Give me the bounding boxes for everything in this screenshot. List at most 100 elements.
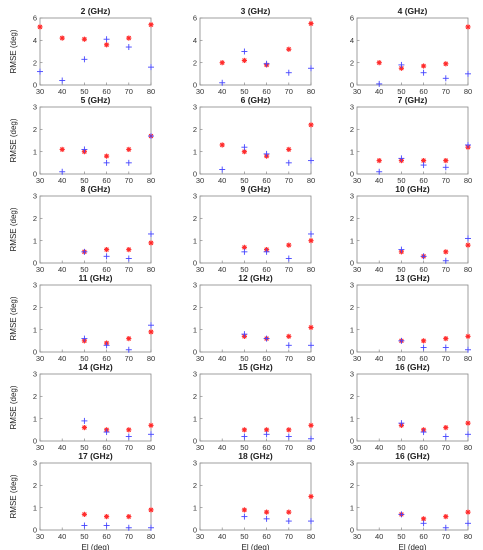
y-tick-label: 0 bbox=[350, 170, 354, 179]
subplot-16: 17 (GHz) 0 1 2 3 30 40 50 60 70 80 RMSE (deg) El (de… bbox=[9, 451, 155, 550]
data-point-plus bbox=[148, 230, 154, 237]
data-point-asterisk bbox=[308, 20, 314, 27]
y-tick-label: 3 bbox=[193, 103, 197, 112]
data-point-plus bbox=[81, 248, 88, 255]
plot-area bbox=[199, 17, 312, 86]
subplot-4: 5 (GHz) 0 1 2 3 30 40 50 60 70 80 RMSE (deg) bbox=[9, 95, 155, 185]
x-tick-label: 70 bbox=[125, 532, 133, 541]
y-tick-label: 0 bbox=[350, 81, 354, 90]
data-point-asterisk bbox=[241, 57, 247, 64]
plot-area bbox=[39, 462, 152, 531]
plot-area bbox=[39, 106, 152, 175]
x-tick-label: 70 bbox=[285, 354, 293, 363]
y-tick-label: 0 bbox=[350, 526, 354, 535]
data-point-asterisk bbox=[126, 146, 132, 153]
subplot-title: 13 (GHz) bbox=[395, 273, 430, 283]
x-tick-label: 60 bbox=[419, 265, 427, 274]
data-point-asterisk bbox=[421, 63, 427, 69]
x-tick-label: 40 bbox=[375, 265, 383, 274]
y-tick-label: 3 bbox=[350, 370, 354, 379]
x-tick-label: 40 bbox=[58, 87, 66, 96]
data-point-plus bbox=[308, 342, 314, 349]
data-point-asterisk bbox=[443, 249, 449, 255]
y-tick-label: 6 bbox=[193, 14, 197, 23]
x-tick-label: 30 bbox=[353, 443, 361, 452]
data-point-plus bbox=[285, 433, 292, 440]
x-tick-label: 30 bbox=[353, 265, 361, 274]
data-point-plus bbox=[81, 146, 88, 153]
x-tick-label: 70 bbox=[125, 87, 133, 96]
y-tick-label: 3 bbox=[33, 459, 37, 468]
data-point-plus bbox=[442, 257, 449, 264]
data-point-asterisk bbox=[286, 242, 292, 248]
data-point-asterisk bbox=[126, 336, 132, 342]
data-point-plus bbox=[285, 518, 292, 525]
data-point-plus bbox=[103, 253, 110, 260]
x-tick-label: 30 bbox=[196, 87, 204, 96]
subplot-title: 2 (GHz) bbox=[81, 6, 111, 16]
x-axis-label: El (deg) bbox=[241, 543, 269, 550]
plot-area bbox=[199, 284, 312, 353]
y-tick-label: 3 bbox=[193, 192, 197, 201]
data-point-plus bbox=[398, 155, 405, 162]
x-axis-label: El (deg) bbox=[398, 543, 426, 550]
data-point-plus bbox=[308, 435, 314, 442]
subplot-7: 8 (GHz) 0 1 2 3 30 40 50 60 70 80 RMSE (deg) bbox=[9, 184, 155, 274]
data-point-plus bbox=[219, 79, 226, 86]
data-point-plus bbox=[263, 248, 270, 255]
data-point-plus bbox=[442, 164, 449, 171]
data-point-plus bbox=[263, 431, 270, 438]
data-point-asterisk bbox=[37, 24, 43, 30]
x-tick-label: 70 bbox=[442, 443, 450, 452]
data-point-asterisk bbox=[286, 46, 292, 52]
x-tick-label: 60 bbox=[102, 265, 110, 274]
data-point-plus bbox=[103, 159, 110, 166]
subplot-1: 2 (GHz) 0 2 4 6 30 40 50 60 70 80 RMSE (deg) bbox=[9, 6, 155, 96]
subplot-3: 4 (GHz) 0 2 4 6 30 40 50 60 70 80 bbox=[350, 6, 472, 96]
x-tick-label: 30 bbox=[196, 443, 204, 452]
data-point-plus bbox=[263, 335, 270, 342]
x-tick-label: 80 bbox=[307, 354, 315, 363]
subplot-17: 18 (GHz) 0 1 2 3 30 40 50 60 70 80 El (deg) bbox=[193, 451, 315, 550]
y-tick-label: 1 bbox=[350, 503, 354, 512]
y-tick-label: 6 bbox=[350, 14, 354, 23]
y-tick-label: 2 bbox=[33, 125, 37, 134]
data-point-plus bbox=[420, 253, 427, 260]
subplot-6: 7 (GHz) 0 1 2 3 30 40 50 60 70 80 bbox=[350, 95, 472, 185]
data-point-plus bbox=[81, 56, 88, 63]
y-tick-label: 0 bbox=[350, 259, 354, 268]
data-point-plus bbox=[103, 522, 110, 529]
x-tick-label: 50 bbox=[240, 176, 248, 185]
data-point-asterisk bbox=[219, 60, 225, 66]
data-point-plus bbox=[125, 44, 132, 51]
y-tick-label: 0 bbox=[33, 170, 37, 179]
data-point-plus bbox=[420, 344, 427, 351]
y-tick-label: 4 bbox=[33, 36, 37, 45]
x-tick-label: 70 bbox=[442, 354, 450, 363]
y-tick-label: 1 bbox=[350, 325, 354, 334]
data-point-asterisk bbox=[148, 240, 154, 246]
subplot-14: 15 (GHz) 0 1 2 3 30 40 50 60 70 80 bbox=[193, 362, 315, 452]
y-tick-label: 1 bbox=[350, 147, 354, 156]
data-point-plus bbox=[442, 524, 449, 531]
x-tick-label: 50 bbox=[397, 176, 405, 185]
subplot-title: 10 (GHz) bbox=[395, 184, 430, 194]
y-tick-label: 2 bbox=[33, 214, 37, 223]
data-point-asterisk bbox=[126, 514, 132, 520]
x-tick-label: 40 bbox=[375, 87, 383, 96]
x-tick-label: 60 bbox=[262, 354, 270, 363]
y-tick-label: 1 bbox=[193, 414, 197, 423]
subplot-5: 6 (GHz) 0 1 2 3 30 40 50 60 70 80 bbox=[193, 95, 315, 185]
data-point-asterisk bbox=[126, 427, 132, 433]
data-point-asterisk bbox=[286, 333, 292, 339]
subplot-title: 16 (GHz) bbox=[395, 451, 430, 461]
subplot-13: 14 (GHz) 0 1 2 3 30 40 50 60 70 80 RMSE (deg) bbox=[9, 362, 155, 452]
x-tick-label: 30 bbox=[353, 87, 361, 96]
data-point-plus bbox=[285, 342, 292, 349]
x-tick-label: 60 bbox=[102, 176, 110, 185]
data-point-plus bbox=[420, 162, 427, 169]
data-point-plus bbox=[148, 64, 154, 71]
plot-area bbox=[199, 106, 312, 175]
x-tick-label: 70 bbox=[125, 443, 133, 452]
